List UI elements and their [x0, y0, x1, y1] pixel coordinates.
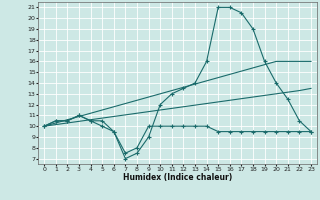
X-axis label: Humidex (Indice chaleur): Humidex (Indice chaleur) — [123, 173, 232, 182]
